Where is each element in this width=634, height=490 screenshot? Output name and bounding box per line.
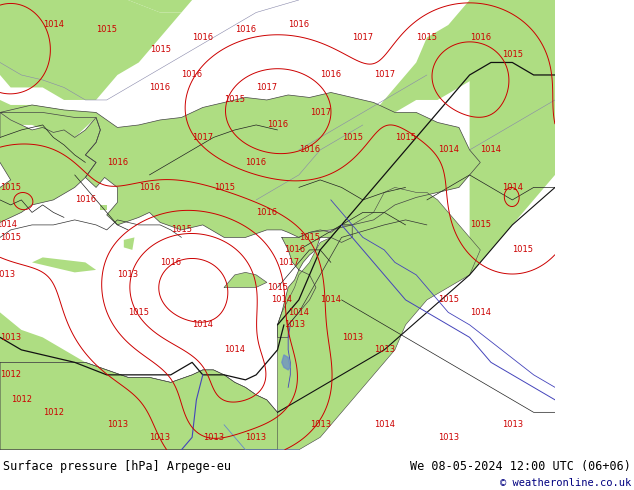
Polygon shape: [32, 257, 96, 272]
Text: 1015: 1015: [470, 220, 491, 229]
Text: We 08-05-2024 12:00 UTC (06+06): We 08-05-2024 12:00 UTC (06+06): [410, 460, 631, 473]
Text: 1015: 1015: [0, 183, 21, 192]
Text: 1017: 1017: [353, 33, 373, 42]
Text: 1013: 1013: [0, 270, 15, 279]
Polygon shape: [373, 0, 555, 112]
Text: 1017: 1017: [373, 71, 395, 79]
Text: 1013: 1013: [437, 433, 459, 442]
Text: 1016: 1016: [470, 33, 491, 42]
Text: 1016: 1016: [320, 71, 342, 79]
Text: 1017: 1017: [256, 83, 278, 92]
Polygon shape: [0, 187, 481, 450]
Polygon shape: [0, 112, 100, 222]
Text: 1016: 1016: [181, 71, 203, 79]
Text: 1012: 1012: [0, 370, 21, 379]
Text: 1014: 1014: [224, 345, 245, 354]
Text: 1016: 1016: [288, 21, 309, 29]
Text: 1015: 1015: [224, 96, 245, 104]
Text: 1014: 1014: [502, 183, 523, 192]
Text: 1015: 1015: [96, 25, 117, 34]
Text: Surface pressure [hPa] Arpege-eu: Surface pressure [hPa] Arpege-eu: [3, 460, 231, 473]
Text: 1016: 1016: [192, 33, 214, 42]
Text: 1013: 1013: [117, 270, 139, 279]
Text: 1014: 1014: [437, 146, 459, 154]
Polygon shape: [278, 225, 353, 337]
Text: 1016: 1016: [107, 158, 128, 167]
Text: 1015: 1015: [214, 183, 235, 192]
Text: 1014: 1014: [0, 220, 17, 229]
Text: 1014: 1014: [373, 420, 395, 429]
Text: 1015: 1015: [267, 283, 288, 292]
Text: 1015: 1015: [395, 133, 416, 142]
Text: 1016: 1016: [256, 208, 278, 217]
Text: 1015: 1015: [437, 295, 459, 304]
Polygon shape: [470, 0, 555, 275]
Text: 1014: 1014: [192, 320, 213, 329]
Polygon shape: [0, 93, 481, 237]
Text: 1015: 1015: [417, 33, 437, 42]
Text: 1016: 1016: [150, 83, 171, 92]
Text: 1013: 1013: [309, 420, 331, 429]
Text: 1017: 1017: [192, 133, 214, 142]
Text: 1014: 1014: [288, 308, 309, 317]
Text: 1017: 1017: [278, 258, 299, 267]
Text: 1014: 1014: [481, 146, 501, 154]
Text: 1016: 1016: [284, 245, 305, 254]
Text: 1014: 1014: [43, 21, 64, 29]
Text: 1013: 1013: [150, 433, 171, 442]
Text: 1014: 1014: [320, 295, 341, 304]
Polygon shape: [0, 0, 181, 100]
Text: 1015: 1015: [342, 133, 363, 142]
Text: 1016: 1016: [267, 121, 288, 129]
Text: 1017: 1017: [309, 108, 331, 117]
Text: 1016: 1016: [299, 146, 320, 154]
Text: 1012: 1012: [11, 395, 32, 404]
Polygon shape: [224, 272, 267, 287]
Text: 1015: 1015: [299, 233, 320, 242]
Polygon shape: [86, 170, 96, 180]
Polygon shape: [124, 237, 134, 250]
Text: 1013: 1013: [342, 333, 363, 342]
Text: 1013: 1013: [284, 320, 305, 329]
Text: 1013: 1013: [373, 345, 395, 354]
Text: 1016: 1016: [235, 25, 256, 34]
Text: 1016: 1016: [160, 258, 181, 267]
Polygon shape: [100, 205, 107, 210]
Text: 1015: 1015: [128, 308, 149, 317]
Text: 1014: 1014: [470, 308, 491, 317]
Text: 1015: 1015: [502, 50, 523, 59]
Polygon shape: [0, 362, 278, 450]
Text: 1013: 1013: [107, 420, 128, 429]
Polygon shape: [0, 312, 86, 362]
Text: 1016: 1016: [75, 196, 96, 204]
Text: 1016: 1016: [245, 158, 267, 167]
Text: 1015: 1015: [0, 233, 21, 242]
Polygon shape: [0, 0, 192, 12]
Text: 1013: 1013: [245, 433, 267, 442]
Text: 1013: 1013: [203, 433, 224, 442]
Text: 1015: 1015: [512, 245, 533, 254]
Text: 1013: 1013: [501, 420, 523, 429]
Text: 1012: 1012: [43, 408, 64, 417]
Polygon shape: [281, 355, 290, 370]
Text: 1015: 1015: [171, 225, 192, 234]
Text: 1013: 1013: [0, 333, 21, 342]
Text: © weatheronline.co.uk: © weatheronline.co.uk: [500, 478, 631, 488]
Polygon shape: [0, 0, 96, 137]
Text: 1014: 1014: [271, 295, 292, 304]
Text: 1016: 1016: [139, 183, 160, 192]
Text: 1015: 1015: [150, 46, 171, 54]
